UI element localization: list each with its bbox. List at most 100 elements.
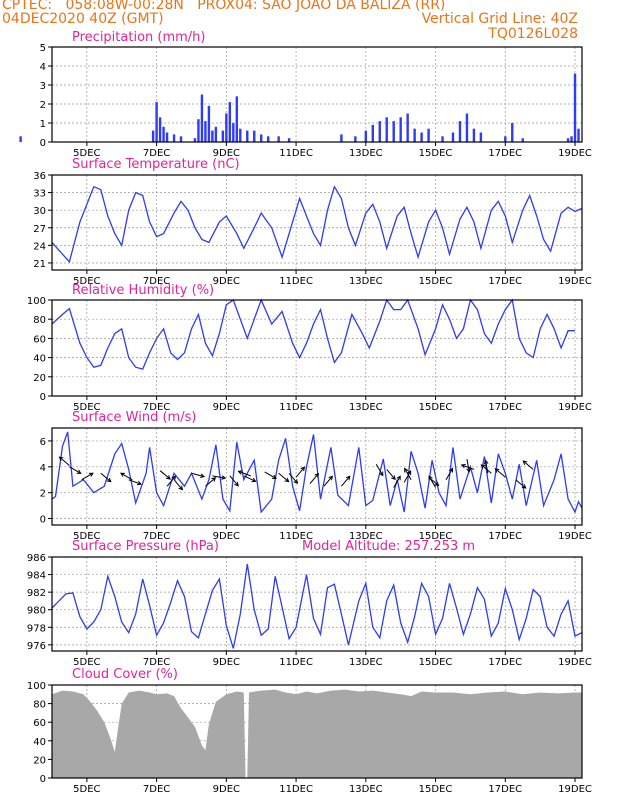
rh-series-line [51, 298, 575, 370]
precip-bar [573, 73, 577, 142]
wind-vector-head [76, 469, 82, 474]
wind-vector-head [251, 477, 257, 483]
precip-bar [378, 121, 381, 142]
x-tick-label: 13DEC [349, 531, 383, 542]
precip-bar [479, 132, 483, 142]
precip-bar [399, 117, 402, 142]
wind-vector [393, 475, 401, 488]
wind-vector [288, 472, 298, 484]
precip-bar [354, 136, 357, 142]
precip-bar [232, 123, 235, 142]
y-tick-label: 40 [33, 354, 46, 365]
precip-bar [566, 138, 570, 142]
y-tick-label: 36 [33, 171, 46, 182]
x-tick-label: 15DEC [419, 531, 453, 542]
precip-bar [204, 121, 207, 142]
wind-vector [191, 472, 205, 478]
wind-vector [445, 468, 453, 480]
temp-title: Surface Temperature (nC) [72, 157, 240, 172]
wind-vector [481, 464, 492, 474]
wind-vector [229, 475, 239, 487]
wind-vector [403, 470, 412, 483]
precip-title: Precipitation (mm/h) [72, 30, 205, 45]
wind-vector [243, 475, 256, 482]
wind-vector [495, 468, 506, 478]
panel-frame [51, 427, 583, 526]
x-tick-label: 9DEC [213, 276, 240, 287]
x-tick-label: 17DEC [488, 276, 522, 287]
x-tick-label: 19DEC [558, 402, 592, 413]
wind-vector-head [106, 477, 112, 483]
wind-vector-head [428, 475, 433, 481]
y-tick-label: 80 [33, 700, 46, 711]
wind-vector [159, 470, 171, 480]
wind-vector [515, 479, 527, 489]
precip-bar [511, 123, 514, 142]
wind-vector-head [494, 468, 500, 473]
precip-bar [364, 130, 368, 142]
wind-vector-head [328, 475, 334, 481]
x-tick-label: 15DEC [419, 657, 453, 668]
wind-vector-head [345, 475, 351, 481]
x-tick-label: 13DEC [349, 657, 383, 668]
wind-vector-head [120, 472, 125, 477]
wind-vector-head [178, 485, 184, 491]
y-tick-label: 24 [33, 241, 46, 252]
x-tick-label: 7DEC [143, 531, 170, 542]
y-tick-label: 0 [40, 392, 46, 403]
x-tick-label: 19DEC [558, 148, 592, 159]
rh-title: Relative Humidity (%) [72, 283, 214, 298]
y-tick-label: 0 [40, 138, 46, 149]
x-tick-label: 15DEC [419, 276, 453, 287]
header-left-line1: CPTEC: 058:08W-00:28N PROX04: SAO JOAO D… [2, 0, 446, 13]
precip-bar [221, 130, 225, 142]
y-tick-label: 4 [40, 463, 46, 474]
wind-vector-head [88, 472, 94, 477]
wind-vector-head [200, 473, 206, 479]
precip-bar [458, 121, 462, 142]
x-tick-label: 9DEC [213, 402, 240, 413]
x-tick-label: 11DEC [279, 276, 313, 287]
wind-vector-head [521, 484, 527, 489]
panel-temp: 21 24 27 30 33 36 5DEC 7DEC 9DEC 11DEC 13DEC 15DEC 1… [33, 157, 592, 287]
precip-bar [451, 132, 455, 142]
y-tick-label: 0 [40, 515, 46, 526]
precip-bar [253, 130, 256, 142]
x-tick-label: 19DEC [558, 531, 592, 542]
wind-vector [278, 472, 289, 483]
model-altitude-label: Model Altitude: 257.253 m [302, 539, 475, 554]
wind-vector-head [271, 474, 277, 479]
wind-vector [100, 472, 112, 483]
precip-bar [200, 94, 204, 142]
y-tick-label: 3 [40, 81, 46, 92]
panel-pressure: 976 978 980 982 984 986 5DEC 7DEC 9DEC 11DEC 13DEC… [27, 539, 592, 668]
x-tick-label: 11DEC [279, 148, 313, 159]
wind-vector [485, 460, 489, 474]
x-tick-label: 9DEC [213, 657, 240, 668]
wind-vector-head [483, 459, 489, 465]
precip-bar [158, 117, 162, 142]
y-tick-label: 2 [40, 489, 46, 500]
panel-frame [51, 299, 583, 397]
precip-bar [214, 126, 218, 142]
wind-vector-head [396, 475, 401, 481]
y-tick-label: 0 [40, 774, 46, 785]
x-tick-label: 15DEC [419, 148, 453, 159]
wind-vector [212, 475, 226, 479]
wind-vector-head [211, 477, 217, 482]
y-tick-label: 2 [40, 100, 46, 111]
x-tick-label: 9DEC [213, 148, 240, 159]
wind-vector-head [237, 470, 243, 475]
wind-vector-head [314, 472, 320, 478]
precip-bar [385, 117, 388, 142]
precip-bar [225, 113, 228, 142]
x-tick-label: 19DEC [558, 276, 592, 287]
precip-bar [193, 138, 197, 142]
precip-bar [521, 138, 524, 142]
wind-vector-head [300, 466, 306, 472]
x-tick-label: 19DEC [558, 657, 592, 668]
x-tick-label: 17DEC [488, 148, 522, 159]
precip-bar [577, 128, 580, 142]
x-tick-label: 13DEC [349, 276, 383, 287]
wind-vector-head [448, 467, 454, 473]
